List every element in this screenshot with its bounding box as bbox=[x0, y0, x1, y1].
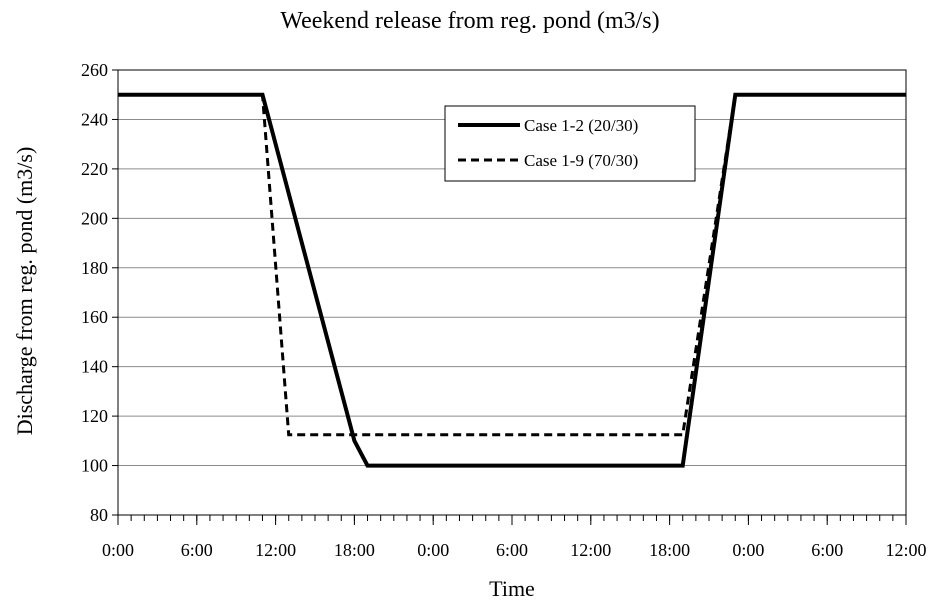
legend-box bbox=[444, 105, 696, 182]
x-tick-label: 12:00 bbox=[885, 540, 926, 560]
legend-label-case-1-2: Case 1-2 (20/30) bbox=[524, 116, 638, 135]
y-tick-label: 120 bbox=[81, 406, 108, 426]
x-axis-label: Time bbox=[489, 576, 535, 601]
series-line-case-1-2-20-30 bbox=[118, 92, 906, 468]
chart-title: Weekend release from reg. pond (m3/s) bbox=[280, 8, 659, 34]
y-tick-label: 200 bbox=[81, 208, 108, 228]
y-tick-label: 160 bbox=[81, 307, 108, 327]
gridlines bbox=[118, 118, 906, 467]
x-tick-label: 12:00 bbox=[570, 540, 611, 560]
y-tick-label: 140 bbox=[81, 357, 108, 377]
x-tick-label: 0:00 bbox=[417, 540, 449, 560]
y-tick-label: 220 bbox=[81, 159, 108, 179]
x-tick-label: 0:00 bbox=[102, 540, 134, 560]
x-tick-label: 18:00 bbox=[649, 540, 690, 560]
y-tick-label: 80 bbox=[90, 505, 108, 525]
x-tick-label: 0:00 bbox=[732, 540, 764, 560]
y-axis-label: Discharge from reg. pond (m3/s) bbox=[12, 147, 37, 436]
legend: Case 1-2 (20/30) Case 1-9 (70/30) bbox=[444, 105, 696, 182]
x-tick-label: 18:00 bbox=[334, 540, 375, 560]
x-tick-label: 6:00 bbox=[181, 540, 213, 560]
axis-ticks bbox=[112, 69, 907, 525]
x-tick-label: 6:00 bbox=[496, 540, 528, 560]
y-tick-label: 180 bbox=[81, 258, 108, 278]
series-layer bbox=[118, 92, 906, 468]
y-tick-label: 100 bbox=[81, 456, 108, 476]
y-tick-label: 260 bbox=[81, 60, 108, 80]
x-tick-labels: 0:00 6:00 12:00 18:00 0:00 6:00 12:00 18:00 0:00… bbox=[102, 540, 927, 560]
legend-label-case-1-9: Case 1-9 (70/30) bbox=[524, 151, 638, 170]
x-tick-label: 12:00 bbox=[255, 540, 296, 560]
y-tick-label: 240 bbox=[81, 109, 108, 129]
x-tick-label: 6:00 bbox=[811, 540, 843, 560]
y-tick-labels: 80 100 120 140 160 180 200 220 240 260 bbox=[81, 60, 108, 525]
